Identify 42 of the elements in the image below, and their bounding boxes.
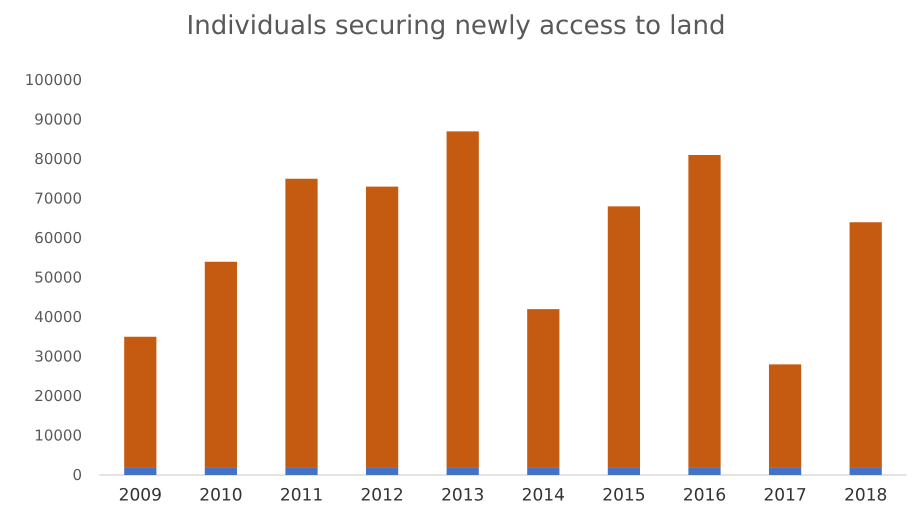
- y-tick-label: 100000: [24, 71, 82, 89]
- bar: [850, 467, 882, 475]
- x-tick-label: 2017: [763, 486, 807, 506]
- x-tick-label: 2012: [360, 486, 404, 506]
- bar: [768, 364, 802, 468]
- y-tick-label: 60000: [34, 229, 82, 247]
- x-tick-label: 2018: [844, 486, 888, 506]
- y-tick-label: 30000: [34, 348, 82, 366]
- x-tick-label: 2016: [682, 486, 726, 506]
- bar: [366, 467, 398, 475]
- bar: [124, 467, 156, 475]
- y-tick-label: 10000: [34, 426, 82, 444]
- bar: [850, 222, 882, 468]
- y-tick-label: 90000: [34, 110, 82, 128]
- bar: [446, 131, 479, 468]
- bar: [204, 262, 238, 468]
- y-tick-label: 80000: [34, 150, 82, 168]
- bar: [204, 467, 238, 475]
- x-tick-label: 2013: [441, 486, 484, 506]
- bar: [768, 467, 802, 475]
- x-tick-label: 2015: [602, 486, 646, 506]
- bar: [688, 467, 721, 475]
- bar: [366, 186, 398, 468]
- bar: [527, 309, 560, 468]
- bar: [527, 467, 560, 475]
- y-tick-label: 50000: [34, 268, 82, 286]
- bar: [608, 206, 640, 468]
- y-tick-label: 0: [72, 466, 82, 484]
- y-tick-label: 20000: [34, 387, 82, 405]
- bar: [124, 336, 156, 468]
- bar: [285, 467, 318, 475]
- x-tick-label: 2014: [522, 486, 565, 506]
- y-tick-label: 70000: [34, 190, 82, 208]
- x-tick-label: 2011: [280, 486, 324, 506]
- bar: [608, 467, 640, 475]
- y-tick-label: 40000: [34, 308, 82, 326]
- bar: [285, 178, 318, 468]
- bar: [446, 467, 479, 475]
- chart-title: Individuals securing newly access to land: [186, 11, 726, 41]
- x-tick-label: 2010: [199, 486, 243, 506]
- bar: [688, 155, 721, 468]
- x-tick-label: 2009: [118, 486, 162, 506]
